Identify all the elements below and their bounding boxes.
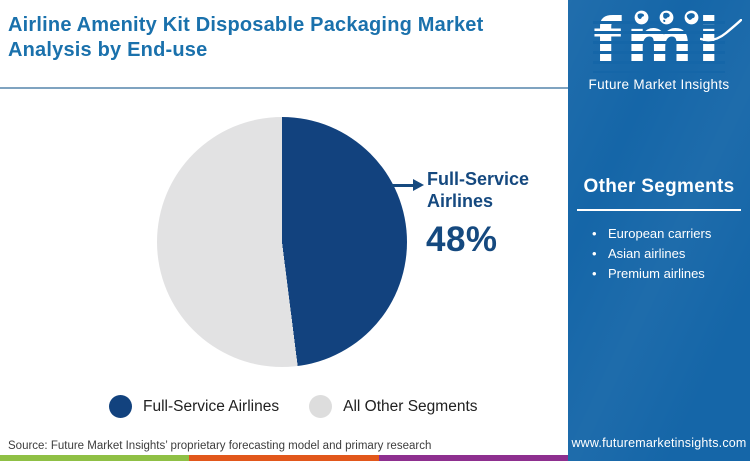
legend-label: Full-Service Airlines [143, 397, 280, 415]
brand-sidebar: fmi Future Market Insights Other Segment… [568, 0, 750, 461]
source-note: Source: Future Market Insights’ propriet… [8, 440, 432, 452]
website-url-link[interactable]: www.futuremarketinsights.com [571, 436, 747, 450]
footer-color-stripe [0, 455, 568, 461]
callout-arrow-icon [391, 184, 415, 187]
americas-globe-icon [634, 10, 649, 25]
legend-dot-full-service [109, 395, 132, 418]
pie-chart [157, 117, 407, 367]
other-segments-panel: Other Segments European carriers Asian a… [568, 176, 750, 284]
callout-arrowhead-icon [413, 179, 424, 191]
legend-item-other-segments: All Other Segments [309, 395, 478, 418]
chart-legend: Full-Service Airlines All Other Segments [109, 395, 478, 418]
callout-slice-label: Full-Service Airlines [427, 169, 530, 211]
other-segments-heading: Other Segments [583, 176, 735, 197]
europe-globe-icon [659, 10, 674, 25]
legend-item-full-service: Full-Service Airlines [109, 395, 279, 418]
stripe-green [0, 455, 190, 461]
fmi-logo: fmi Future Market Insights [568, 6, 750, 92]
asia-pacific-globe-icon [684, 10, 699, 25]
other-segment-item: Premium airlines [592, 264, 750, 284]
globe-icons-row [634, 10, 699, 25]
other-segment-item: European carriers [592, 224, 750, 244]
logo-swoosh-icon [700, 19, 742, 42]
title-divider [0, 87, 568, 89]
page-title: Airline Amenity Kit Disposable Packaging… [8, 14, 484, 61]
other-segments-list: European carriers Asian airlines Premium… [568, 224, 750, 284]
stripe-orange [189, 455, 379, 461]
legend-label: All Other Segments [343, 397, 478, 415]
logo-subtitle: Future Market Insights [588, 76, 730, 92]
other-segments-underline [577, 209, 741, 211]
callout-slice-percentage: 48% [426, 220, 498, 259]
stripe-purple [378, 455, 568, 461]
legend-dot-other-segments [309, 395, 333, 418]
other-segment-item: Asian airlines [592, 244, 750, 264]
